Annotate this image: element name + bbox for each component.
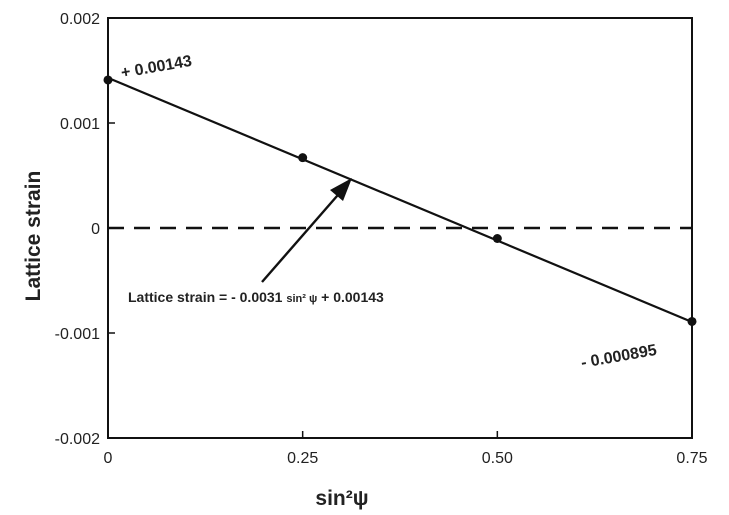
data-point: [492, 234, 502, 243]
fit-line: [107, 76, 693, 323]
y-axis-title: Lattice strain: [22, 171, 45, 302]
equation-sin-term: sin² ψ: [286, 293, 317, 305]
data-point: [298, 153, 308, 163]
data-points: [103, 75, 697, 326]
x-tick-label: 0.75: [676, 450, 707, 467]
y-tick-label: 0.001: [60, 116, 100, 133]
equation-prefix: Lattice strain = - 0.0031: [128, 289, 286, 305]
equation-label: Lattice strain = - 0.0031 sin² ψ + 0.001…: [128, 289, 384, 305]
data-point: [687, 316, 697, 326]
x-tick-label: 0.25: [287, 450, 318, 467]
x-tick-label: 0.50: [482, 450, 513, 467]
y-tick-label: -0.002: [55, 431, 100, 448]
axis-ticks: 0 0.25 0.50 0.75 0.002 0.001 0 -0.001 -0.002: [55, 11, 708, 467]
y-tick-label: 0: [91, 221, 100, 238]
y-tick-label: -0.001: [55, 326, 100, 343]
equation-suffix: + 0.00143: [317, 289, 384, 305]
data-point: [103, 75, 113, 85]
x-axis-title: sin²ψ: [315, 487, 368, 510]
equation-arrow-head: [330, 178, 352, 201]
equation-arrow-shaft: [261, 187, 345, 283]
y-tick-label: 0.002: [60, 11, 100, 28]
x-tick-label: 0: [104, 450, 113, 467]
